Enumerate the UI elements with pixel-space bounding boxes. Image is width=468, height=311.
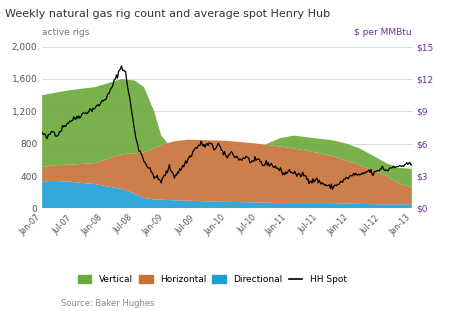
- Text: Weekly natural gas rig count and average spot Henry Hub: Weekly natural gas rig count and average…: [5, 9, 330, 19]
- Text: active rigs: active rigs: [42, 28, 89, 37]
- Text: Source: Baker Hughes: Source: Baker Hughes: [61, 299, 154, 308]
- Text: $ per MMBtu: $ per MMBtu: [354, 28, 412, 37]
- Legend: Vertical, Horizontal, Directional, HH Spot: Vertical, Horizontal, Directional, HH Sp…: [74, 272, 350, 288]
